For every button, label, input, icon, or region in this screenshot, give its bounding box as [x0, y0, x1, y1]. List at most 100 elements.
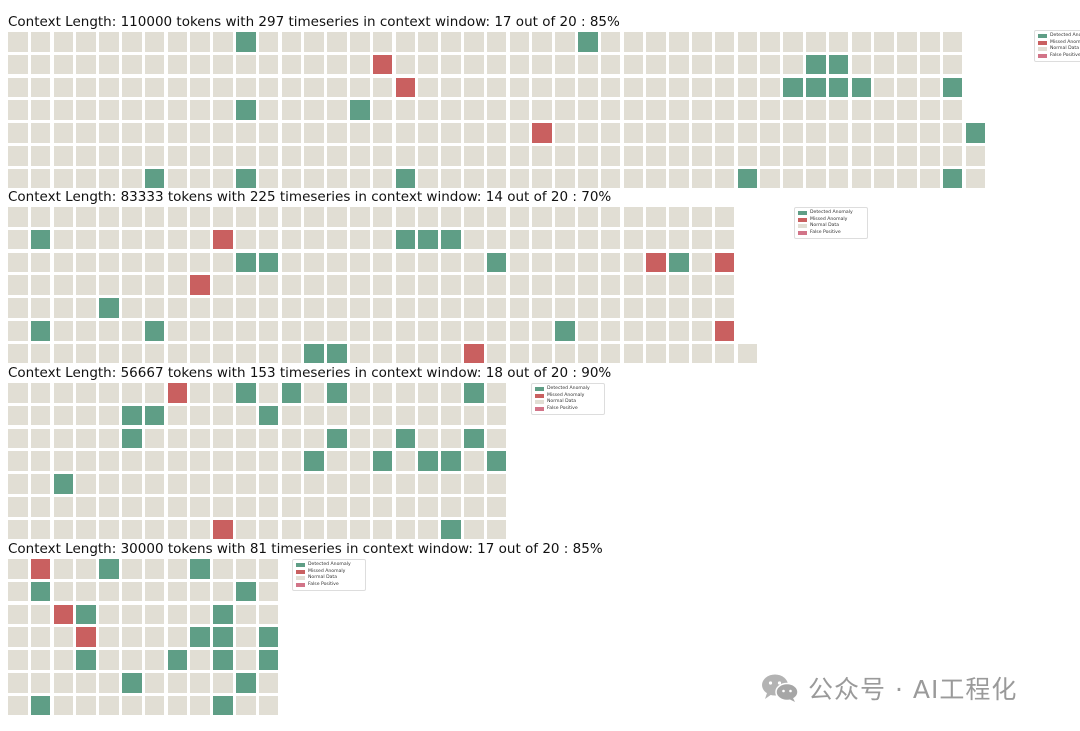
missed-anomaly-cell [532, 123, 552, 143]
normal-data-cell [441, 207, 461, 227]
normal-data-cell [509, 229, 530, 250]
normal-data-cell [646, 321, 666, 341]
normal-data-cell [304, 321, 324, 341]
detected-anomaly-cell [418, 229, 438, 250]
legend-label: Missed Anomaly [308, 568, 346, 574]
normal-data-cell [486, 77, 507, 98]
normal-data-cell [236, 77, 256, 98]
detected-anomaly-cell [327, 343, 347, 364]
normal-data-cell [737, 343, 758, 364]
normal-data-cell [418, 275, 438, 295]
normal-data-cell [76, 123, 96, 143]
normal-data-cell [304, 123, 324, 143]
normal-data-cell [578, 343, 598, 364]
legend-item: Normal Data [535, 399, 601, 406]
normal-data-cell [851, 100, 872, 120]
legend-item: Detected Anomaly [1038, 33, 1080, 40]
normal-data-cell [213, 32, 233, 52]
normal-data-cell [122, 32, 142, 52]
detected-anomaly-cell [258, 627, 279, 647]
legend-item: Normal Data [798, 223, 864, 230]
normal-data-cell [236, 451, 256, 471]
normal-data-cell [714, 275, 735, 295]
normal-data-cell [578, 77, 598, 98]
normal-data-cell [258, 123, 279, 143]
normal-data-cell [99, 650, 119, 670]
detected-anomaly-cell [144, 168, 165, 189]
normal-data-cell [486, 123, 507, 143]
normal-data-cell [350, 229, 370, 250]
normal-data-cell [692, 252, 712, 273]
normal-data-cell [304, 54, 324, 75]
normal-data-cell [167, 451, 188, 471]
normal-data-cell [258, 32, 279, 52]
normal-data-cell [372, 77, 393, 98]
normal-data-cell [76, 474, 96, 494]
missed-anomaly-cell [714, 321, 735, 341]
normal-data-cell [372, 32, 393, 52]
normal-data-cell [144, 519, 165, 540]
normal-data-cell [76, 168, 96, 189]
normal-data-cell [532, 321, 552, 341]
normal-data-cell [8, 32, 28, 52]
normal-data-cell [897, 77, 917, 98]
legend-label: Detected Anomaly [810, 210, 853, 216]
normal-data-cell [395, 123, 416, 143]
normal-data-cell [372, 405, 393, 426]
normal-data-cell [236, 428, 256, 449]
normal-data-cell [714, 298, 735, 318]
normal-data-cell [53, 298, 74, 318]
normal-data-cell [99, 123, 119, 143]
normal-data-cell [53, 519, 74, 540]
normal-data-cell [76, 383, 96, 403]
normal-data-cell [669, 229, 689, 250]
normal-data-cell [372, 229, 393, 250]
normal-data-cell [464, 275, 484, 295]
normal-data-cell [327, 298, 347, 318]
normal-data-cell [144, 428, 165, 449]
normal-data-cell [167, 252, 188, 273]
normal-data-cell [53, 275, 74, 295]
normal-data-cell [486, 32, 507, 52]
normal-data-cell [190, 428, 210, 449]
normal-data-cell [76, 252, 96, 273]
detected-anomaly-cell [327, 383, 347, 403]
chart-title: Context Length: 30000 tokens with 81 tim… [8, 541, 603, 557]
normal-data-cell [144, 229, 165, 250]
chart-title: Context Length: 83333 tokens with 225 ti… [8, 189, 612, 205]
normal-data-cell [53, 123, 74, 143]
normal-data-cell [76, 298, 96, 318]
legend-swatch [1038, 54, 1047, 59]
normal-data-cell [76, 229, 96, 250]
normal-data-cell [99, 321, 119, 341]
normal-data-cell [395, 451, 416, 471]
normal-data-cell [144, 123, 165, 143]
normal-data-cell [327, 405, 347, 426]
normal-data-cell [281, 77, 302, 98]
normal-data-cell [350, 32, 370, 52]
normal-data-cell [122, 581, 142, 602]
normal-data-cell [236, 519, 256, 540]
normal-data-cell [258, 321, 279, 341]
normal-data-cell [281, 146, 302, 166]
normal-data-cell [167, 146, 188, 166]
missed-anomaly-cell [464, 343, 484, 364]
normal-data-cell [600, 343, 621, 364]
detected-anomaly-cell [213, 650, 233, 670]
normal-data-cell [372, 497, 393, 517]
normal-data-cell [236, 146, 256, 166]
normal-data-cell [281, 298, 302, 318]
normal-data-cell [76, 207, 96, 227]
normal-data-cell [464, 32, 484, 52]
normal-data-cell [623, 343, 644, 364]
detected-anomaly-cell [372, 451, 393, 471]
normal-data-cell [213, 451, 233, 471]
normal-data-cell [441, 32, 461, 52]
normal-data-cell [897, 168, 917, 189]
legend-item: Normal Data [1038, 46, 1080, 53]
normal-data-cell [372, 383, 393, 403]
normal-data-cell [441, 405, 461, 426]
normal-data-cell [418, 54, 438, 75]
normal-data-cell [600, 252, 621, 273]
normal-data-cell [532, 77, 552, 98]
